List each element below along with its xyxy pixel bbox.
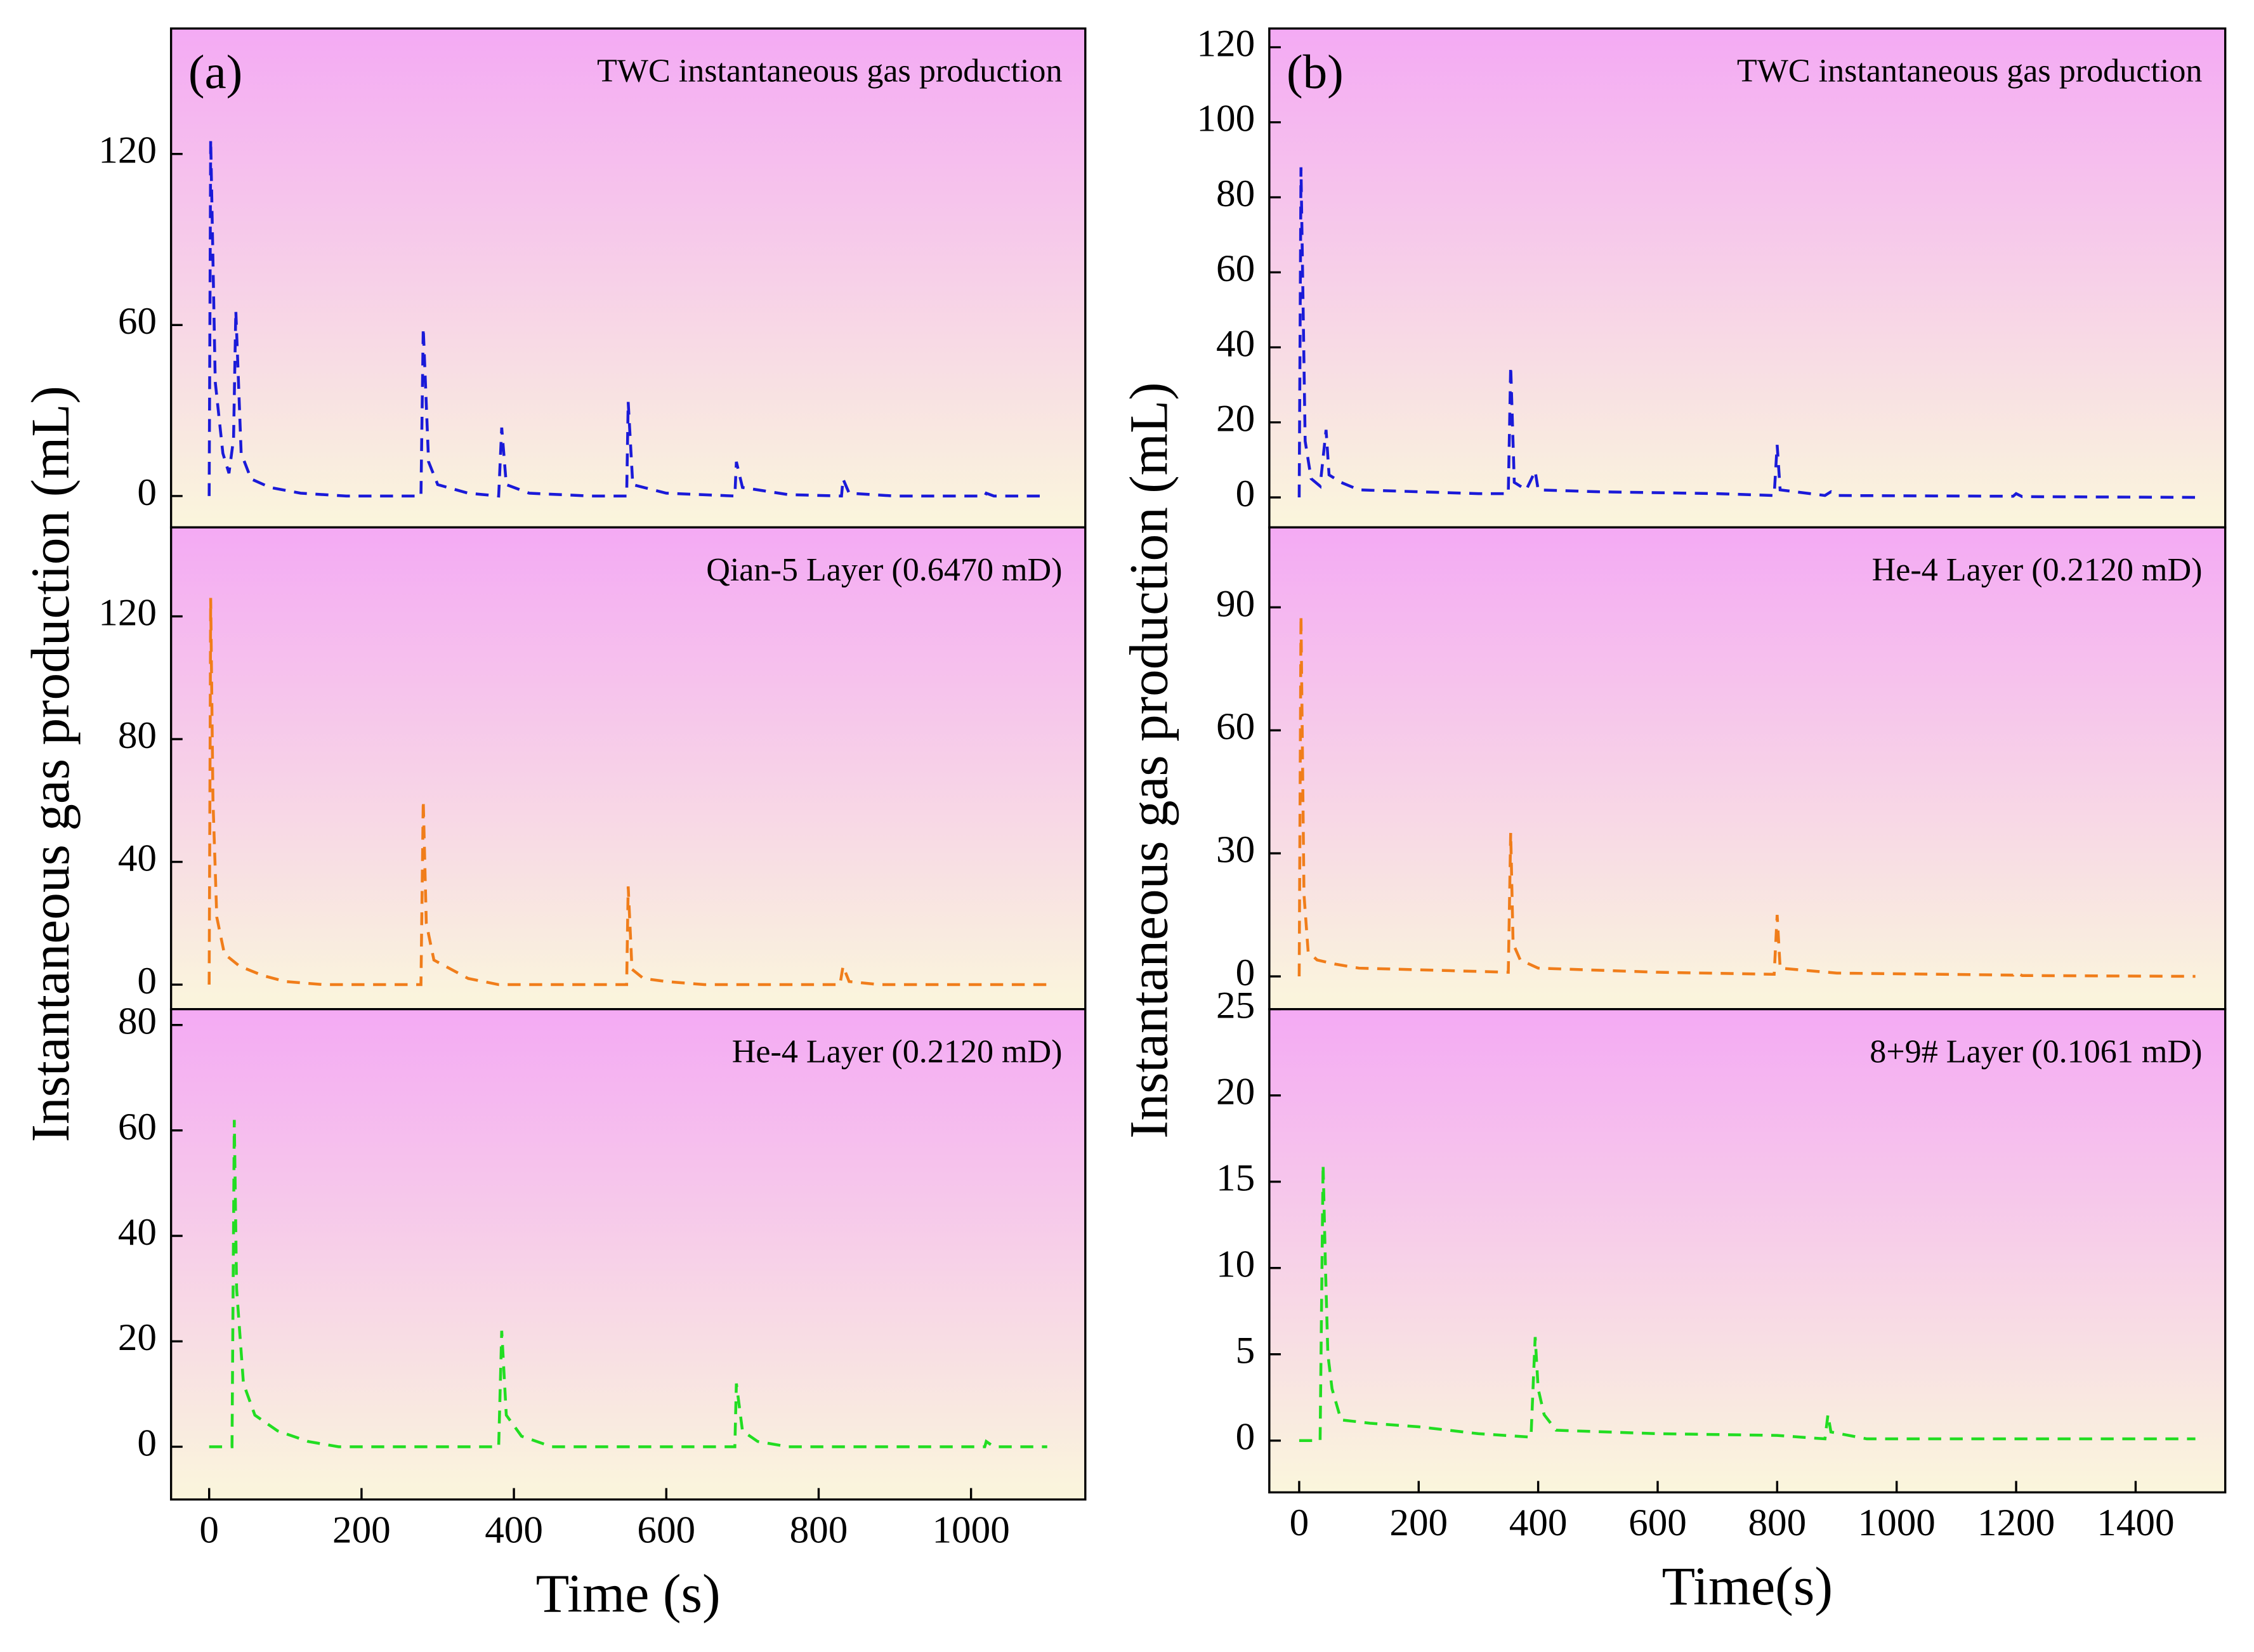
x-tick-label: 600: [637, 1509, 695, 1552]
y-tick-label: 0: [137, 471, 157, 514]
x-tick-label: 400: [485, 1509, 543, 1552]
y-tick-label: 120: [98, 129, 157, 172]
plot-area: [1297, 167, 2196, 499]
x-tick-label: 400: [1509, 1502, 1568, 1544]
data-line: [1297, 167, 2196, 499]
plot-background: [171, 527, 1085, 1009]
y-tick-label: 60: [118, 300, 157, 343]
y-axis-label: Instantaneous gas production (mL): [1118, 382, 1179, 1139]
y-tick-label: 30: [1216, 829, 1255, 871]
annotation: TWC instantaneous gas production: [597, 53, 1063, 89]
y-tick-label: 120: [98, 592, 157, 634]
y-tick-label: 60: [1216, 247, 1255, 290]
x-tick-label: 1200: [1977, 1502, 2055, 1544]
y-axis-label: Instantaneous gas production (mL): [20, 386, 81, 1143]
x-tick-label: 600: [1628, 1502, 1687, 1544]
y-tick-label: 90: [1216, 582, 1255, 625]
x-tick-label: 800: [1748, 1502, 1806, 1544]
plot-frame: [169, 1008, 1087, 1501]
y-tick-label: 0: [137, 1422, 157, 1465]
x-tick-label: 0: [199, 1509, 219, 1552]
x-tick-label: 1000: [1858, 1502, 1936, 1544]
annotation: He-4 Layer (0.2120 mD): [732, 1034, 1063, 1070]
y-tick-label: 20: [118, 1316, 157, 1359]
y-tick-label: 80: [118, 714, 157, 757]
y-tick-label: 40: [118, 1211, 157, 1254]
plot-area: [207, 140, 1047, 498]
y-tick-label: 20: [1216, 1071, 1255, 1113]
y-tick-label: 0: [1236, 1416, 1255, 1459]
y-tick-label: 15: [1216, 1157, 1255, 1200]
x-tick-label: 1400: [2097, 1502, 2174, 1544]
data-line: [1299, 1164, 2196, 1443]
plot-background: [1269, 527, 2225, 1009]
plot-background: [171, 1009, 1085, 1500]
y-tick-label: 5: [1236, 1330, 1255, 1372]
y-tick-label: 40: [1216, 323, 1255, 365]
annotation: Qian-5 Layer (0.6470 mD): [706, 552, 1062, 588]
data-line: [209, 1120, 1047, 1448]
annotation: 8+9# Layer (0.1061 mD): [1870, 1034, 2202, 1070]
y-tick-label: 25: [1216, 985, 1255, 1027]
plot-background: [1269, 1009, 2225, 1493]
y-tick-label: 10: [1216, 1243, 1255, 1286]
y-tick-label: 40: [118, 837, 157, 880]
data-line: [207, 598, 1047, 987]
plot-area: [207, 598, 1047, 987]
plot-area: [1299, 1164, 2196, 1443]
y-tick-label: 0: [1236, 473, 1255, 515]
x-tick-label: 1000: [932, 1509, 1009, 1552]
y-tick-label: 120: [1196, 23, 1255, 65]
x-tick-label: 200: [1389, 1502, 1448, 1544]
y-tick-label: 0: [137, 960, 157, 1002]
y-tick-label: 0: [1236, 952, 1255, 994]
panel-label: (b): [1287, 45, 1344, 99]
y-tick-label: 80: [118, 1000, 157, 1043]
x-tick-label: 200: [332, 1509, 391, 1552]
plot-frame: [1268, 1008, 2227, 1494]
plot-background: [1269, 28, 2225, 528]
x-tick-label: 0: [1290, 1502, 1309, 1544]
annotation: TWC instantaneous gas production: [1737, 53, 2203, 89]
y-tick-label: 100: [1196, 98, 1255, 140]
x-axis-label: Time(s): [1661, 1557, 1833, 1617]
plot-area: [209, 1120, 1047, 1448]
y-tick-label: 20: [1216, 398, 1255, 440]
y-tick-label: 80: [1216, 173, 1255, 215]
data-line: [207, 140, 1047, 498]
x-axis-label: Time (s): [536, 1564, 721, 1624]
panel-label: (a): [188, 45, 243, 99]
y-tick-label: 60: [118, 1106, 157, 1148]
x-tick-label: 800: [790, 1509, 848, 1552]
y-tick-label: 60: [1216, 705, 1255, 748]
annotation: He-4 Layer (0.2120 mD): [1872, 552, 2203, 588]
plot-background: [171, 28, 1085, 528]
